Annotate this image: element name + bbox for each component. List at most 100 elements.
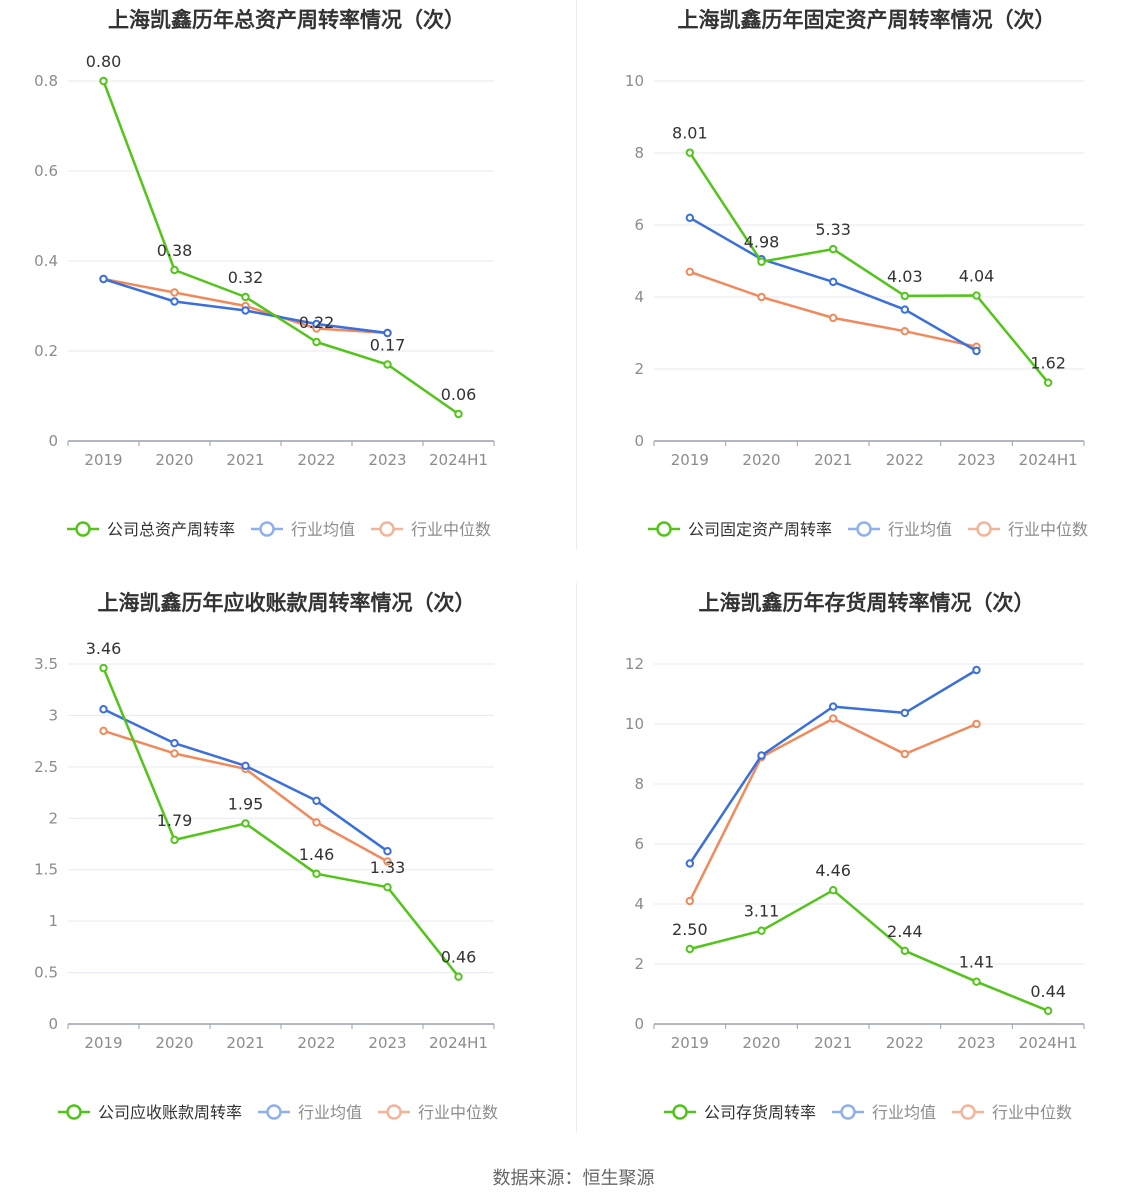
legend-item-average[interactable]: 行业均值 [251,520,355,539]
legend-label: 行业中位数 [1008,520,1088,539]
legend-item-company[interactable]: 公司固定资产周转率 [648,520,832,539]
legend-label: 公司应收账款周转率 [98,1103,242,1122]
data-point-median [170,749,179,758]
legend-label: 行业均值 [298,1103,362,1122]
series-line-company [102,80,460,416]
data-point-median [757,292,766,302]
x-tick-label: 2024H1 [429,451,488,469]
data-point-company [972,291,981,300]
y-tick-label: 2 [634,955,644,973]
data-point-average [972,665,981,675]
data-point-company [685,944,695,954]
data-label: 4.46 [815,861,851,880]
data-point-median [972,719,981,729]
x-tick-label: 2020 [155,1034,193,1052]
data-point-company [312,337,321,347]
chart-svg: 0 2 4 6 8 10 2019 2020 2021 2022 2023 2024H1 8.01 4.9… [625,72,1088,539]
data-label: 4.03 [887,267,923,286]
chart-svg: 0 2 4 6 8 10 12 2019 2020 2021 2022 2023 2024H1 2.50 3… [625,655,1085,1122]
legend-item-median[interactable]: 行业中位数 [952,1103,1072,1122]
data-point-company [99,663,108,673]
data-point-median [170,288,179,297]
x-tick-label: 2022 [297,451,335,469]
data-point-company [685,148,695,157]
x-tick-label: 2021 [814,1034,852,1052]
data-point-company [170,265,179,275]
chart-title: 上海凯鑫历年应收账款周转率情况（次） [97,591,476,615]
data-point-company [454,409,463,419]
data-point-company [1043,378,1053,387]
x-tick-label: 2024H1 [429,1034,488,1052]
y-tick-label: 0.8 [34,72,58,90]
data-point-average [170,739,179,748]
data-label: 0.44 [1030,982,1066,1001]
y-tick-label: 0.2 [34,342,58,360]
data-label: 0.17 [370,336,406,355]
y-tick-label: 0 [634,1015,644,1033]
data-label: 1.46 [299,845,335,864]
legend-item-average[interactable]: 行业均值 [832,1103,936,1122]
data-label: 1.41 [959,953,995,972]
x-tick-label: 2022 [886,451,924,469]
series-line-average [102,708,389,853]
data-point-company [828,244,838,254]
data-point-median [828,714,838,723]
x-tick-label: 2019 [671,451,709,469]
receivables-turnover-chart: 上海凯鑫历年应收账款周转率情况（次） 0 0.5 1 1.5 2 2.5 3 3.5 2019 2… [0,583,573,1165]
data-point-average [757,751,766,760]
data-label: 4.98 [744,233,780,252]
data-point-company [241,819,250,828]
chart-title: 上海凯鑫历年总资产周转率情况（次） [108,8,465,32]
data-point-average [900,708,910,718]
data-point-company [170,835,179,845]
y-tick-label: 0 [48,432,58,450]
data-label: 0.80 [86,52,122,71]
y-tick-label: 2 [634,360,644,378]
chart-svg: 0 0.2 0.4 0.6 0.8 2019 2020 2021 2022 2023 2024H1 0… [34,52,495,539]
data-point-median [383,857,392,866]
legend-item-company[interactable]: 公司总资产周转率 [67,520,235,539]
legend-marker-icon [66,1104,82,1120]
x-tick-label: 2020 [155,451,193,469]
data-point-average [170,297,179,306]
y-tick-label: 1 [48,912,58,930]
legend-item-company[interactable]: 公司存货周转率 [664,1103,816,1122]
legend-item-average[interactable]: 行业均值 [848,520,952,539]
panel-divider-bottom [576,583,577,1133]
legend-label: 行业中位数 [418,1103,498,1122]
legend-label: 公司固定资产周转率 [688,520,832,539]
legend-item-company[interactable]: 公司应收账款周转率 [58,1103,242,1122]
y-tick-label: 12 [625,655,644,673]
data-label: 1.79 [157,811,193,830]
data-point-median [685,896,695,906]
legend-marker-icon [856,521,872,537]
y-tick-label: 10 [625,715,644,733]
data-point-median [685,267,695,276]
y-tick-label: 0 [634,432,644,450]
data-label: 1.33 [370,858,406,877]
x-tick-label: 2024H1 [1019,451,1078,469]
data-point-average [685,859,695,868]
panel-divider-top [576,0,577,550]
data-point-average [312,319,321,329]
chart-title: 上海凯鑫历年存货周转率情况（次） [698,591,1035,615]
legend-label: 公司总资产周转率 [107,520,235,539]
data-label: 3.11 [744,902,780,921]
data-label: 1.95 [228,794,264,813]
legend-item-median[interactable]: 行业中位数 [378,1103,498,1122]
data-point-company [972,977,981,986]
legend-item-median[interactable]: 行业中位数 [968,520,1088,539]
data-point-company [757,926,766,935]
y-tick-label: 4 [634,288,644,306]
data-point-average [685,213,695,223]
legend-item-median[interactable]: 行业中位数 [371,520,491,539]
data-point-company [383,883,392,892]
data-point-median [99,726,108,736]
y-tick-label: 2.5 [34,758,58,776]
data-label: 2.44 [887,922,923,941]
data-point-average [900,305,910,314]
data-point-average [99,274,108,284]
y-tick-label: 4 [634,895,644,913]
legend-item-average[interactable]: 行业均值 [258,1103,362,1122]
legend-marker-icon [960,1104,976,1120]
